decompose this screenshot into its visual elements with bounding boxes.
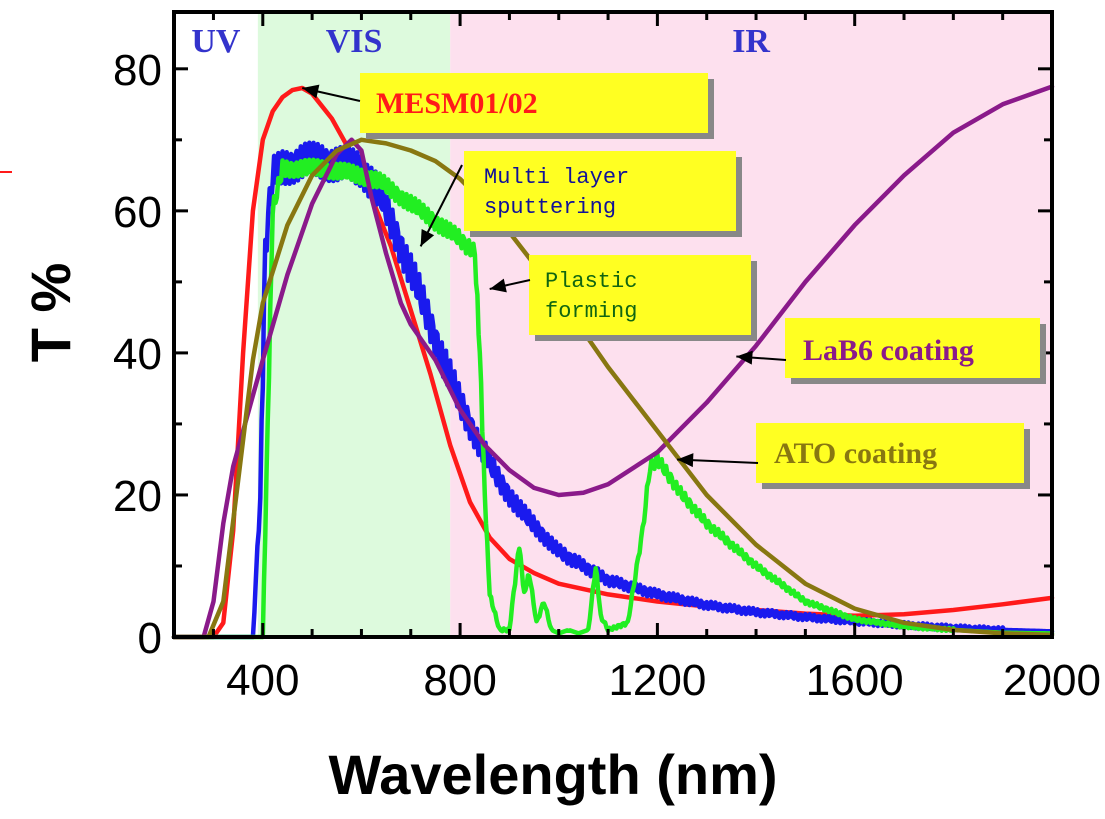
annotation-text: ATO coating — [774, 437, 937, 470]
y-tick-label: 80 — [113, 46, 162, 95]
annotation-multi-layer-sputtering: Multi layer sputtering — [419, 151, 742, 247]
annotation-mesm01-02: MESM01/02 — [302, 73, 714, 139]
y-tick-label: 20 — [113, 472, 162, 521]
annotation-arrowhead — [736, 350, 753, 365]
y-tick-label: 40 — [113, 330, 162, 379]
annotation-box — [785, 318, 1040, 378]
y-axis-title: T % — [19, 263, 82, 363]
annotation-arrowhead — [489, 278, 507, 293]
annotation-box — [756, 423, 1024, 483]
annotation-arrowhead — [420, 228, 435, 247]
x-tick-label: 2000 — [1003, 656, 1101, 705]
axis-ticks: 400 800 1200 1600 2000 0 20 40 60 80 — [113, 12, 1101, 705]
annotation-box — [529, 255, 751, 335]
region-label-uv: UV — [191, 23, 241, 60]
x-axis-title: Wavelength (nm) — [328, 743, 777, 806]
x-tick-label: 1200 — [608, 656, 706, 705]
series-ato-coating — [171, 137, 1055, 640]
annotation-text: MESM01/02 — [376, 87, 538, 120]
annotation-arrowhead — [302, 84, 320, 99]
y-tick-label: 60 — [113, 188, 162, 237]
annotation-text: Multi layer sputtering — [484, 165, 629, 220]
region-label-ir: IR — [732, 23, 770, 60]
y-tick-label: 0 — [138, 614, 162, 663]
annotation-text: LaB6 coating — [803, 334, 974, 367]
x-tick-label: 1600 — [806, 656, 904, 705]
annotations: MESM01/02 Multi layer sputtering Plastic for… — [0, 73, 1046, 489]
annotation-plastic-forming: Plastic forming — [489, 255, 757, 341]
annotation-lab6-coating: LaB6 coating — [736, 318, 1046, 384]
annotation-box — [360, 73, 708, 133]
x-tick-label: 400 — [226, 656, 299, 705]
annotation-ato-coating: ATO coating — [677, 423, 1030, 489]
x-tick-label: 800 — [423, 656, 496, 705]
plot-border — [172, 10, 1054, 639]
annotation-arrowhead — [677, 453, 694, 468]
region-label-vis: VIS — [326, 23, 383, 60]
plot-frame — [172, 10, 1054, 639]
annotation-box — [464, 151, 736, 231]
annotation-text: Plastic forming — [545, 269, 637, 324]
